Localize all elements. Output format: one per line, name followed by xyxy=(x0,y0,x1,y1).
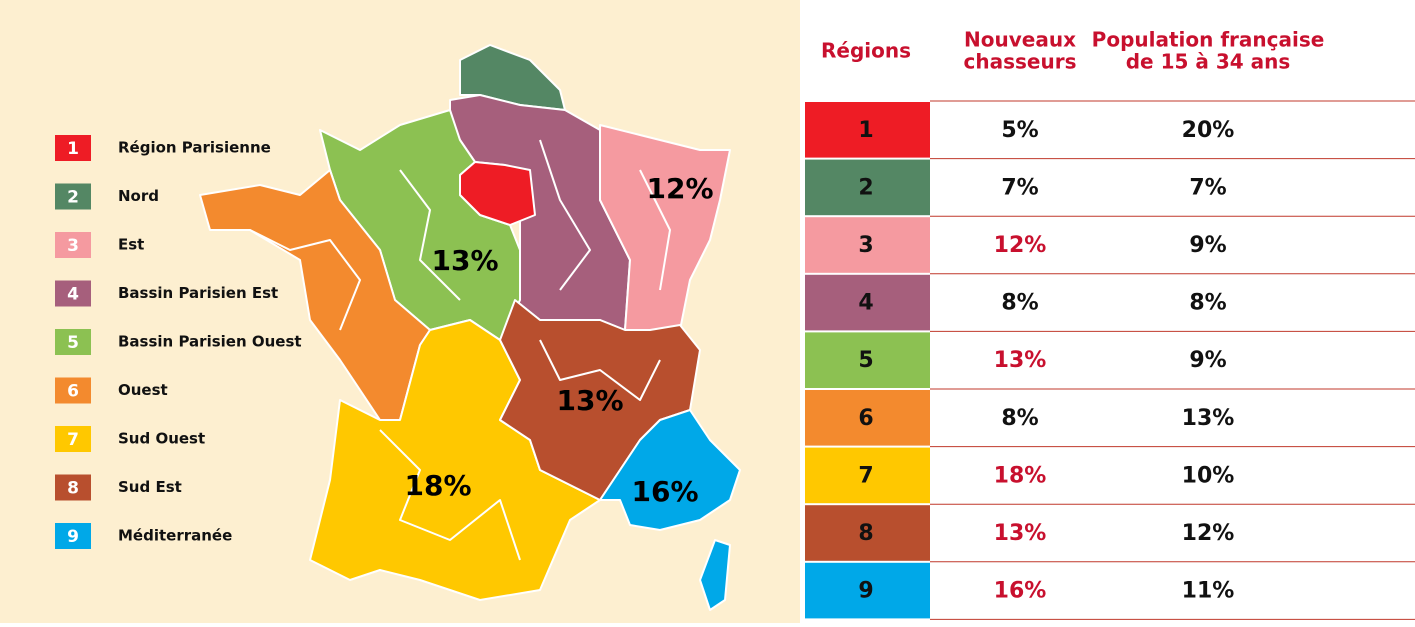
table-cell: 2 xyxy=(858,175,873,200)
table-cell: 7% xyxy=(1189,175,1226,200)
legend-swatch xyxy=(55,377,91,404)
department-lines xyxy=(379,429,521,561)
table-cell: 10% xyxy=(1182,463,1235,488)
legend-label: Nord xyxy=(118,187,159,205)
table-header: de 15 à 34 ans xyxy=(1126,50,1291,74)
legend-number: 1 xyxy=(67,139,79,159)
legend-number: 3 xyxy=(67,236,79,256)
legend-swatch xyxy=(55,329,91,355)
legend-swatch xyxy=(55,135,91,161)
table-cell: 20% xyxy=(1182,118,1235,143)
legend-swatch xyxy=(55,523,91,549)
legend-number: 5 xyxy=(67,333,79,353)
legend-label: Ouest xyxy=(118,381,168,399)
map-label: 16% xyxy=(631,475,698,508)
table-header: Régions xyxy=(821,39,911,63)
table-cell: 9% xyxy=(1189,348,1226,373)
table-cell: 13% xyxy=(994,348,1047,373)
legend-swatch xyxy=(55,426,91,452)
table-cell: 5 xyxy=(858,348,873,373)
legend-number: 9 xyxy=(67,527,79,547)
legend-number: 4 xyxy=(67,285,79,305)
table-cell: 6 xyxy=(858,406,873,431)
table-cell: 3 xyxy=(858,233,873,258)
table-cell: 9 xyxy=(858,579,873,604)
legend-swatch xyxy=(55,280,91,307)
legend-label: Sud Est xyxy=(118,478,182,496)
department-lines xyxy=(249,229,361,331)
table-cell: 9% xyxy=(1189,233,1226,258)
legend-swatch xyxy=(55,183,91,210)
legend-number: 2 xyxy=(67,188,79,208)
table-cell: 13% xyxy=(1182,406,1235,431)
region-cell xyxy=(805,102,930,158)
france-map xyxy=(199,44,741,611)
region-cell xyxy=(805,217,930,273)
department-lines xyxy=(639,169,671,291)
table-cell: 16% xyxy=(994,579,1047,604)
legend-number: 6 xyxy=(67,382,79,402)
table-cell: 12% xyxy=(994,233,1047,258)
map-label: 13% xyxy=(556,384,623,417)
table-header: Population française xyxy=(1092,28,1325,52)
table-header: chasseurs xyxy=(964,50,1077,74)
legend-number: 8 xyxy=(67,479,79,499)
region-cell xyxy=(805,505,930,561)
table-cell: 7 xyxy=(858,463,873,488)
region-3 xyxy=(599,124,731,331)
legend-swatch xyxy=(55,474,91,501)
map-label: 12% xyxy=(646,172,713,205)
corsica xyxy=(699,539,731,611)
region-cell xyxy=(805,332,930,388)
table-cell: 8% xyxy=(1001,406,1038,431)
table-cell: 8% xyxy=(1189,291,1226,316)
legend-label: Sud Ouest xyxy=(118,430,205,448)
region-cell xyxy=(805,390,930,446)
table-cell: 13% xyxy=(994,521,1047,546)
table-cell: 1 xyxy=(858,118,873,143)
region-cell xyxy=(805,274,930,331)
table-header: Nouveaux xyxy=(964,28,1076,52)
table-cell: 4 xyxy=(858,291,873,316)
department-lines xyxy=(399,169,461,301)
region-1 xyxy=(459,161,536,226)
table-cell: 5% xyxy=(1001,118,1038,143)
table-cell: 12% xyxy=(1182,521,1235,546)
legend-swatch xyxy=(55,232,91,258)
map-label: 18% xyxy=(404,469,471,502)
legend-number: 7 xyxy=(67,430,79,450)
region-cell xyxy=(805,159,930,216)
department-lines xyxy=(539,339,661,401)
table-cell: 8% xyxy=(1001,291,1038,316)
legend-label: Région Parisienne xyxy=(118,139,271,157)
table-cell: 7% xyxy=(1001,175,1038,200)
legend-label: Est xyxy=(118,236,144,254)
region-9 xyxy=(599,409,741,531)
legend-label: Méditerranée xyxy=(118,527,232,545)
legend-label: Bassin Parisien Ouest xyxy=(118,333,302,351)
table-cell: 11% xyxy=(1182,579,1235,604)
region-cell xyxy=(805,562,930,619)
department-lines xyxy=(539,139,591,291)
table-cell: 18% xyxy=(994,463,1047,488)
table-cell: 8 xyxy=(858,521,873,546)
map-label: 13% xyxy=(431,244,498,277)
region-cell xyxy=(805,447,930,504)
legend-label: Bassin Parisien Est xyxy=(118,284,278,302)
